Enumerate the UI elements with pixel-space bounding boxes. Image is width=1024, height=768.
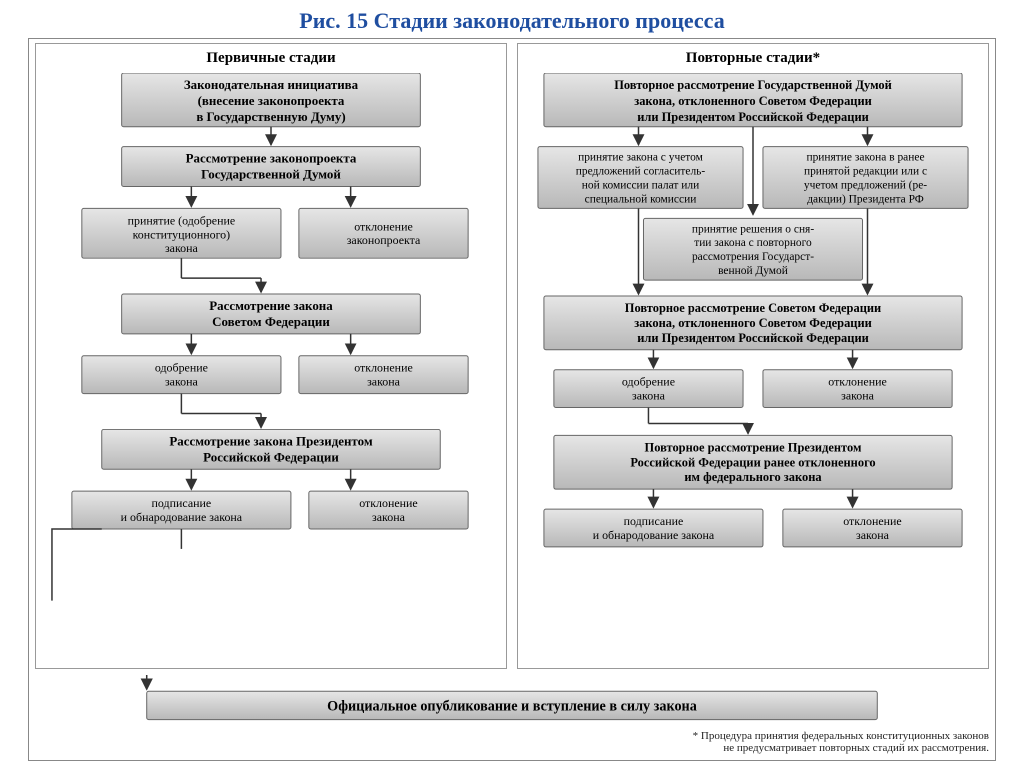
- svg-text:закона, отклоненного Советом Ф: закона, отклоненного Советом Федерации: [634, 316, 872, 330]
- right-column: Повторные стадии* Повторное рассмотрение…: [517, 43, 989, 669]
- svg-text:одобрение: одобрение: [155, 361, 208, 375]
- left-flowchart: Законодательная инициатива (внесение зак…: [42, 73, 500, 660]
- right-flowchart: Повторное рассмотрение Государственной Д…: [524, 73, 982, 660]
- svg-text:закона: закона: [856, 528, 890, 542]
- svg-text:закона: закона: [165, 241, 199, 255]
- svg-text:(внесение законопроекта: (внесение законопроекта: [198, 93, 345, 108]
- svg-text:закона: закона: [165, 375, 199, 389]
- svg-text:рассмотрения Государст-: рассмотрения Государст-: [692, 251, 814, 263]
- svg-text:отклонение: отклонение: [828, 375, 887, 389]
- svg-text:предложений согласитель-: предложений согласитель-: [576, 166, 706, 178]
- svg-text:Повторное рассмотрение Советом: Повторное рассмотрение Советом Федерации: [625, 301, 881, 315]
- svg-text:дакции) Президента РФ: дакции) Президента РФ: [807, 193, 924, 205]
- svg-text:закона: закона: [367, 375, 401, 389]
- svg-text:Законодательная инициатива: Законодательная инициатива: [184, 77, 359, 92]
- svg-text:или Президентом Российской Фед: или Президентом Российской Федерации: [637, 110, 869, 124]
- page-title: Рис. 15 Стадии законодательного процесса: [0, 0, 1024, 38]
- svg-text:Российской Федерации ранее отк: Российской Федерации ранее отклоненного: [630, 455, 875, 469]
- left-header: Первичные стадии: [42, 50, 500, 67]
- svg-text:закона: закона: [841, 389, 875, 403]
- svg-text:Советом Федерации: Советом Федерации: [212, 314, 330, 329]
- diagram-frame: Первичные стадии Законодательная инициат…: [28, 38, 996, 761]
- svg-text:принятие закона с учетом: принятие закона с учетом: [578, 152, 703, 164]
- left-column: Первичные стадии Законодательная инициат…: [35, 43, 507, 669]
- svg-text:подписание: подписание: [624, 514, 684, 528]
- svg-text:закона, отклоненного Советом Ф: закона, отклоненного Советом Федерации: [634, 94, 872, 108]
- svg-text:конституционного): конституционного): [133, 227, 231, 241]
- svg-text:специальной комиссии: специальной комиссии: [585, 193, 697, 205]
- svg-text:принятие решения о сня-: принятие решения о сня-: [692, 223, 814, 235]
- svg-text:Государственной Думой: Государственной Думой: [201, 167, 341, 182]
- svg-text:им федерального закона: им федерального закона: [684, 470, 822, 484]
- svg-text:отклонение: отклонение: [359, 496, 418, 510]
- svg-text:Российской Федерации: Российской Федерации: [203, 449, 339, 464]
- svg-text:отклонение: отклонение: [354, 361, 413, 375]
- svg-text:отклонение: отклонение: [354, 219, 413, 233]
- svg-text:подписание: подписание: [152, 496, 212, 510]
- svg-text:законопроекта: законопроекта: [347, 233, 421, 247]
- svg-text:Повторное рассмотрение Президе: Повторное рассмотрение Президентом: [645, 440, 862, 454]
- svg-text:Повторное рассмотрение Государ: Повторное рассмотрение Государственной Д…: [614, 78, 892, 92]
- svg-text:закона: закона: [372, 510, 406, 524]
- svg-text:отклонение: отклонение: [843, 514, 902, 528]
- svg-text:Рассмотрение закона Президенто: Рассмотрение закона Президентом: [169, 433, 373, 448]
- svg-text:Рассмотрение законопроекта: Рассмотрение законопроекта: [186, 151, 357, 166]
- svg-text:принятие закона в ранее: принятие закона в ранее: [806, 152, 924, 164]
- svg-text:и обнародование закона: и обнародование закона: [593, 528, 715, 542]
- svg-text:принятой редакции или с: принятой редакции или с: [804, 166, 927, 178]
- svg-text:учетом предложений (ре-: учетом предложений (ре-: [804, 179, 927, 191]
- bottom-bar: Официальное опубликование и вступление в…: [35, 675, 989, 726]
- svg-text:и обнародование закона: и обнародование закона: [121, 510, 243, 524]
- svg-text:принятие (одобрение: принятие (одобрение: [128, 213, 236, 227]
- svg-text:тии закона с повторного: тии закона с повторного: [694, 237, 812, 249]
- bottom-text: Официальное опубликование и вступление в…: [327, 699, 697, 715]
- svg-text:в Государственную Думу): в Государственную Думу): [196, 109, 345, 124]
- svg-text:или Президентом Российской Фед: или Президентом Российской Федерации: [637, 331, 869, 345]
- footnote: * Процедура принятия федеральных констит…: [35, 730, 989, 754]
- svg-text:Рассмотрение закона: Рассмотрение закона: [209, 298, 333, 313]
- svg-text:одобрение: одобрение: [622, 375, 675, 389]
- svg-text:закона: закона: [632, 389, 666, 403]
- right-header: Повторные стадии*: [524, 50, 982, 67]
- svg-text:венной Думой: венной Думой: [718, 265, 788, 277]
- svg-text:ной комиссии палат или: ной комиссии палат или: [582, 179, 700, 191]
